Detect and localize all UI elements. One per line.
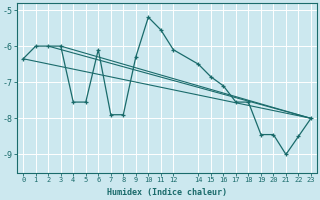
X-axis label: Humidex (Indice chaleur): Humidex (Indice chaleur) — [107, 188, 227, 197]
